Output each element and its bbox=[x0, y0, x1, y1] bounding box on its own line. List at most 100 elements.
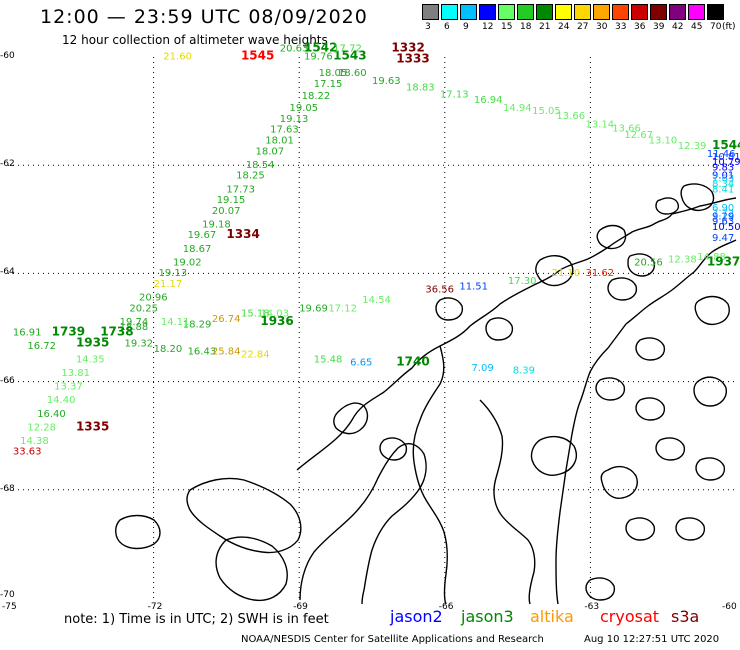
lon-axis-label: -72 bbox=[147, 602, 163, 612]
pass-time-label: 1739 bbox=[52, 325, 85, 339]
legend-swatch bbox=[593, 4, 610, 20]
legend-swatch bbox=[650, 4, 667, 20]
legend-swatch bbox=[441, 4, 458, 20]
satellite-name: jason3 bbox=[461, 607, 514, 626]
lon-axis-label: -63 bbox=[584, 602, 600, 612]
pass-time-label: 1334 bbox=[226, 227, 259, 241]
island-m bbox=[693, 376, 727, 407]
legend-swatch bbox=[555, 4, 572, 20]
legend-swatch bbox=[498, 4, 515, 20]
island-b bbox=[215, 536, 288, 602]
wave-height-value: 10.81 bbox=[712, 152, 740, 163]
legend-label: 15 bbox=[501, 22, 513, 32]
satellite-name: cryosat bbox=[600, 607, 660, 626]
legend-label: 27 bbox=[577, 22, 589, 32]
island-n bbox=[530, 435, 578, 476]
wave-height-value: 14.94 bbox=[503, 103, 532, 114]
wave-height-value: 16.43 bbox=[188, 347, 217, 358]
island-d bbox=[535, 255, 574, 287]
lat-axis-label: -62 bbox=[0, 159, 15, 170]
wave-height-value: 18.07 bbox=[256, 146, 285, 157]
wave-height-value: 11.51 bbox=[459, 282, 488, 293]
pass-time-label: 1542 bbox=[304, 41, 337, 55]
island-c bbox=[115, 514, 161, 550]
wave-height-value: 18.01 bbox=[265, 136, 294, 147]
wave-height-value: 19.18 bbox=[202, 219, 231, 230]
wave-height-value: 14.11 bbox=[161, 317, 190, 328]
island-k bbox=[635, 337, 666, 361]
wave-height-value: 14.88 bbox=[697, 252, 726, 263]
legend-label: 42 bbox=[672, 22, 684, 32]
pass-time-label: 1740 bbox=[396, 354, 429, 368]
island-s bbox=[655, 437, 686, 461]
legend-swatch bbox=[574, 4, 591, 20]
wave-height-value: 19.13 bbox=[280, 114, 309, 125]
wave-height-value: 13.37 bbox=[54, 382, 83, 393]
island-g bbox=[680, 183, 715, 212]
legend-unit: (ft) bbox=[722, 22, 736, 32]
wave-height-value: 8.34 bbox=[712, 179, 734, 190]
pass-time-label: 1935 bbox=[76, 335, 109, 349]
wave-height-value: 19.13 bbox=[158, 268, 187, 279]
legend-swatch bbox=[479, 4, 496, 20]
wave-height-value: 36.56 bbox=[425, 284, 454, 295]
map-title: 12:00 — 23:59 UTC 08/09/2020 bbox=[40, 6, 368, 28]
wave-height-value: 19.76 bbox=[304, 52, 333, 63]
island-r bbox=[635, 397, 666, 421]
wave-height-value: 6.90 bbox=[712, 203, 734, 214]
wave-height-value: 18.54 bbox=[246, 160, 275, 171]
legend-label: 39 bbox=[653, 22, 665, 32]
lat-axis-label: -60 bbox=[0, 51, 15, 61]
wave-height-value: 17.13 bbox=[440, 90, 469, 101]
wave-height-value: 14.35 bbox=[76, 355, 105, 366]
island-i bbox=[607, 277, 638, 301]
legend-label: 30 bbox=[596, 22, 608, 32]
wave-height-value: 14.40 bbox=[47, 395, 76, 406]
wave-height-value: 9.83 bbox=[712, 163, 734, 174]
wave-height-value: 7.63 bbox=[712, 173, 734, 184]
satellite-name: altika bbox=[530, 607, 574, 626]
wave-height-value: 14.03 bbox=[260, 309, 289, 320]
wave-height-value: 18.29 bbox=[183, 320, 212, 331]
island-t bbox=[695, 457, 726, 481]
island-w bbox=[585, 577, 616, 601]
wave-height-value: 17.72 bbox=[333, 44, 362, 55]
map-subtitle: 12 hour collection of altimeter wave hei… bbox=[62, 33, 328, 47]
legend-swatch bbox=[536, 4, 553, 20]
wave-height-value: 20.96 bbox=[139, 292, 168, 303]
wave-height-value: 19.32 bbox=[124, 338, 153, 349]
coastline bbox=[115, 183, 737, 605]
wave-height-value: 21.10 bbox=[552, 268, 581, 279]
island-o bbox=[600, 465, 638, 499]
wave-height-value: 26.74 bbox=[212, 314, 241, 325]
lon-axis-label: -66 bbox=[438, 602, 454, 612]
legend-label: 6 bbox=[444, 22, 450, 32]
wave-height-value: 9.47 bbox=[712, 233, 734, 244]
island-q bbox=[379, 437, 408, 461]
wave-height-value: 17.63 bbox=[270, 125, 299, 136]
wave-height-value: 6.65 bbox=[350, 357, 372, 368]
pass-time-label: 1335 bbox=[76, 419, 109, 433]
lat-axis-label: -68 bbox=[0, 483, 15, 494]
wave-height-value: 19.15 bbox=[217, 195, 246, 206]
wave-height-value: 19.63 bbox=[372, 76, 401, 87]
wave-height-value: 13.66 bbox=[612, 124, 641, 135]
generation-timestamp: Aug 10 12:27:51 UTC 2020 bbox=[584, 634, 720, 645]
island-x bbox=[435, 297, 464, 321]
wave-height-value: 9.01 bbox=[712, 171, 734, 182]
wave-height-value: 31.62 bbox=[586, 268, 615, 279]
wave-height-value: 16.72 bbox=[27, 341, 56, 352]
island-v bbox=[675, 517, 706, 541]
wave-height-value: 14.38 bbox=[20, 436, 49, 447]
lat-axis-label: -64 bbox=[0, 267, 15, 278]
wave-height-value: 33.63 bbox=[13, 447, 42, 458]
legend-label: 18 bbox=[520, 22, 532, 32]
wave-height-value: 13.10 bbox=[649, 136, 678, 147]
legend-label: 12 bbox=[482, 22, 494, 32]
legend-label: 36 bbox=[634, 22, 646, 32]
wave-height-value: 7.09 bbox=[471, 363, 493, 374]
pass-time-label: 1332 bbox=[391, 41, 424, 55]
wave-height-value: 17.73 bbox=[226, 184, 255, 195]
wave-height-value: 20.25 bbox=[129, 303, 158, 314]
